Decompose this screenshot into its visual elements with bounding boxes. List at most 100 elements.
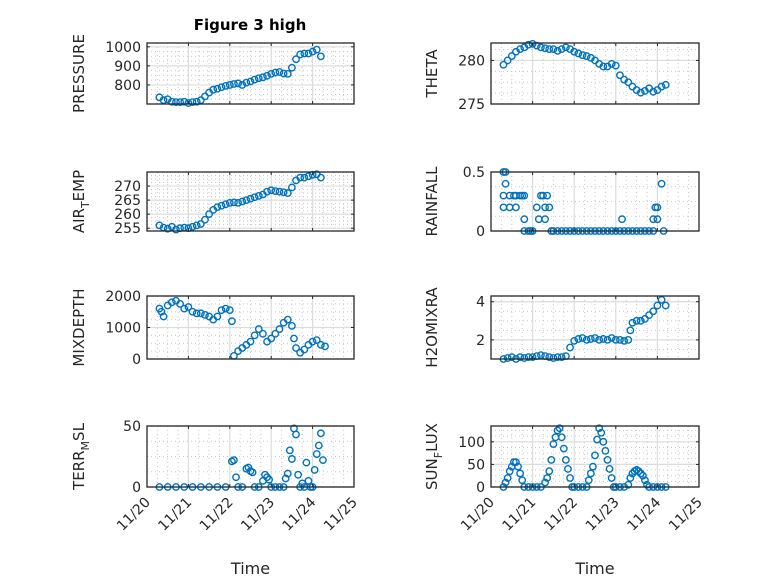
data-point <box>520 215 529 224</box>
data-point <box>205 210 214 219</box>
data-point <box>221 304 230 313</box>
data-point <box>607 334 616 342</box>
subplot-row4-left: 0 50 11/20 11/21 11/22 11/23 11/24 11/25 Time TER… <box>70 419 361 578</box>
data-point <box>549 440 558 448</box>
y-axis-label: AIRTEMP <box>70 170 92 233</box>
data-point <box>163 224 172 233</box>
data-point <box>507 353 516 361</box>
data-point <box>545 353 554 361</box>
data-point <box>292 55 300 64</box>
data-point <box>213 203 222 212</box>
data-point <box>283 189 292 197</box>
data-point <box>645 311 653 319</box>
data-point <box>316 340 325 349</box>
data-point <box>310 466 319 474</box>
data-point <box>555 424 564 433</box>
data-point <box>254 74 263 83</box>
data-point <box>321 342 329 351</box>
data-point <box>300 173 309 182</box>
data-point <box>499 60 508 69</box>
data-point <box>296 50 305 59</box>
data-point <box>225 81 234 89</box>
data-point <box>192 97 201 106</box>
data-point <box>267 69 276 78</box>
data-point <box>564 465 572 473</box>
data-point <box>246 194 255 203</box>
data-point <box>586 335 595 343</box>
x-axis-label: Time <box>230 559 270 578</box>
y-tick-label: 265 <box>114 193 141 209</box>
data-point <box>254 191 263 200</box>
data-point <box>155 221 164 230</box>
data-point <box>217 83 226 92</box>
data-point <box>641 315 649 323</box>
data-point <box>167 298 176 307</box>
x-tick-label: 11/25 <box>666 495 706 535</box>
y-tick-label: 260 <box>114 207 141 223</box>
data-point <box>624 336 633 344</box>
data-point <box>201 310 209 319</box>
data-point <box>308 47 317 56</box>
data-point <box>503 354 512 362</box>
data-point <box>503 56 512 65</box>
data-point <box>167 97 176 106</box>
data-point <box>559 444 568 453</box>
data-point <box>582 52 591 60</box>
data-point <box>557 433 566 442</box>
data-point <box>557 353 566 361</box>
data-point <box>518 476 527 485</box>
axes-box <box>146 425 355 488</box>
y-tick-label: 50 <box>123 419 141 435</box>
data-point <box>591 451 599 460</box>
data-point <box>259 73 267 82</box>
x-tick-label: 11/20 <box>114 495 154 535</box>
data-point <box>184 303 193 311</box>
data-point <box>661 301 670 310</box>
data-point <box>267 334 276 343</box>
data-point <box>586 469 595 478</box>
data-point <box>636 316 645 325</box>
subplot-row4-right: 0 50 100 11/20 11/21 11/22 11/23 11/24 11/25 Time… <box>423 423 706 578</box>
y-axis-label: SUNFLUX <box>423 423 445 490</box>
data-point <box>316 173 325 182</box>
y-tick-label: 2 <box>476 333 485 349</box>
data-point <box>589 462 597 471</box>
y-tick-label: 255 <box>114 221 141 237</box>
data-point <box>520 191 529 200</box>
data-point <box>242 78 251 87</box>
data-point <box>649 87 658 96</box>
data-point <box>192 221 201 230</box>
data-point <box>312 450 321 458</box>
data-point <box>545 467 554 476</box>
data-point <box>279 188 288 197</box>
data-point <box>242 196 251 204</box>
data-point <box>603 336 612 344</box>
data-point <box>528 353 537 361</box>
axes-box <box>490 295 700 360</box>
data-point <box>649 215 658 224</box>
data-point <box>263 71 271 80</box>
data-point <box>188 222 197 231</box>
data-point <box>584 476 593 485</box>
data-point <box>507 52 516 60</box>
y-tick-label: 0 <box>132 352 141 368</box>
y-tick-label: 50 <box>467 457 485 473</box>
axes-background <box>147 43 354 104</box>
axes-box <box>146 171 355 232</box>
data-point <box>225 306 234 315</box>
data-point <box>638 471 647 480</box>
data-point <box>292 430 300 439</box>
data-point <box>570 47 579 56</box>
data-point <box>557 45 566 53</box>
data-point <box>595 336 604 344</box>
data-point <box>553 46 562 55</box>
y-axis-label: TERRMSL <box>70 422 92 491</box>
data-point <box>653 215 662 224</box>
data-point <box>541 203 549 212</box>
axes-box <box>490 171 700 232</box>
data-point <box>283 69 292 78</box>
data-point <box>271 68 280 77</box>
data-point <box>597 428 606 437</box>
data-point <box>304 49 313 58</box>
